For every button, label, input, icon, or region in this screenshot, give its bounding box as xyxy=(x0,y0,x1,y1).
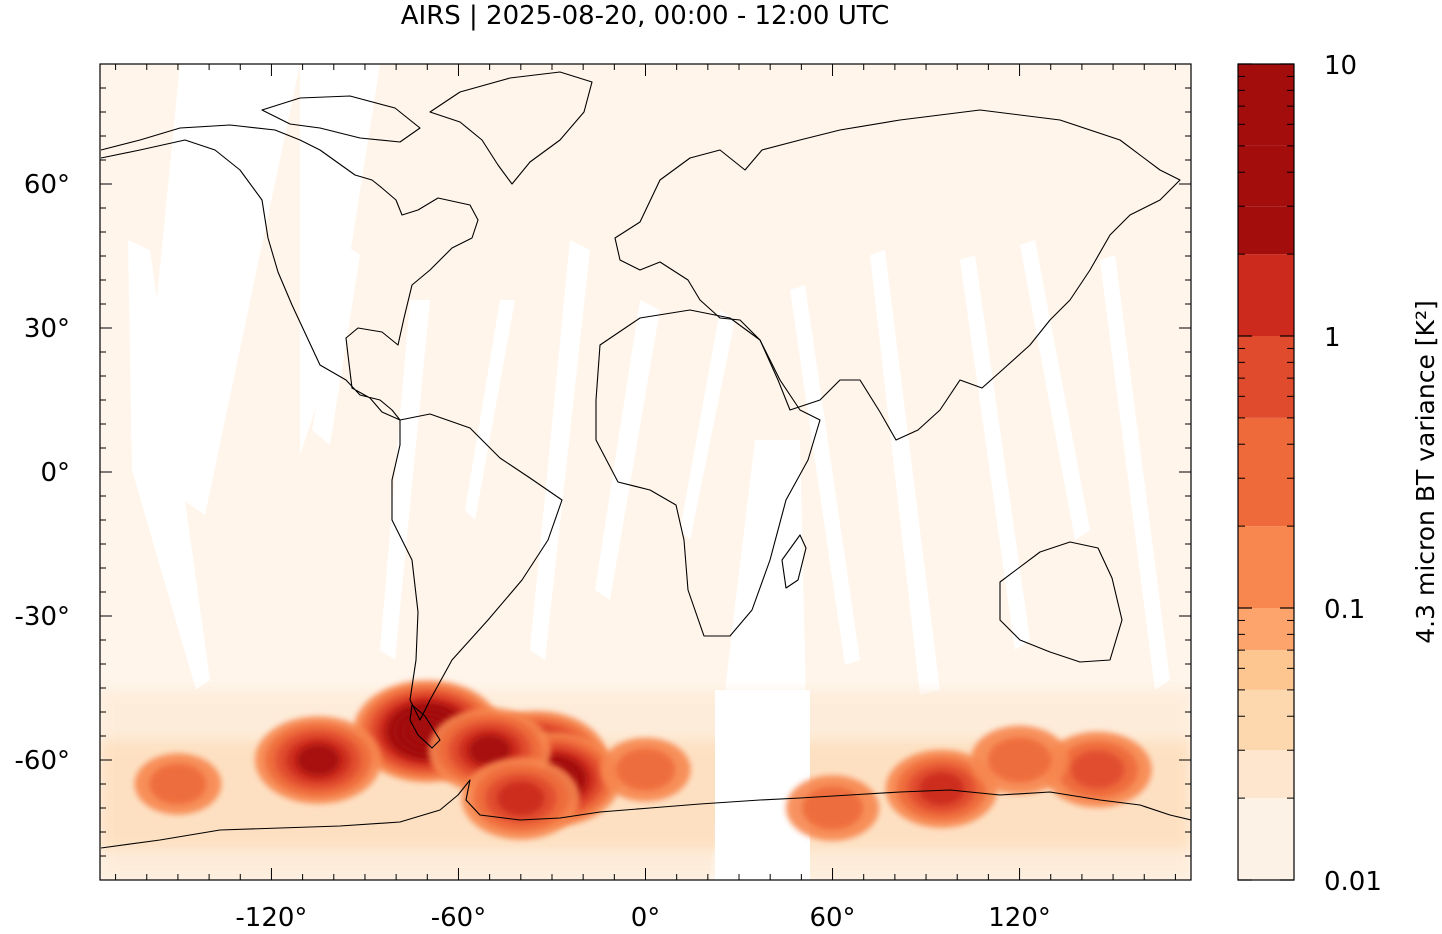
hotspot-mark xyxy=(802,786,863,830)
x-tick-label: 60° xyxy=(809,903,855,930)
swath-gap xyxy=(790,285,860,665)
swath-gap xyxy=(140,64,300,515)
coastline-madagascar xyxy=(781,534,807,589)
colorbar-segment xyxy=(1238,689,1294,751)
hotspot-mark xyxy=(468,735,511,766)
colorbar-tick-label: 0.01 xyxy=(1324,867,1382,897)
coastline-europe-asia xyxy=(614,109,1181,441)
colorbar-label: 4.3 micron BT variance [K²] xyxy=(1411,300,1440,643)
swath-gap xyxy=(1100,255,1170,690)
colorbar-ticks: 10 1 0.1 0.01 xyxy=(1238,51,1382,897)
x-tick-label: 120° xyxy=(988,903,1051,930)
hotspot-mark xyxy=(1070,750,1125,789)
swath-gap xyxy=(960,255,1030,650)
y-tick-label: -60° xyxy=(15,746,70,776)
colorbar-segments xyxy=(1238,64,1294,880)
x-tick-label: -120° xyxy=(235,903,307,930)
swath-gap xyxy=(465,300,515,520)
swath-gap xyxy=(300,64,380,455)
x-tick-label: -60° xyxy=(431,903,486,930)
swath-gap xyxy=(128,240,210,690)
hotspot-mark xyxy=(918,772,965,806)
chart-title: AIRS | 2025-08-20, 00:00 - 12:00 UTC xyxy=(401,1,890,31)
hotspot-mark xyxy=(497,781,545,816)
coastline-antarctica xyxy=(100,779,1191,849)
y-tick-label: -30° xyxy=(15,602,70,632)
map-plot-area xyxy=(100,64,1191,880)
coastline-africa xyxy=(595,309,821,637)
x-tick-label: 0° xyxy=(631,903,661,930)
coastlines xyxy=(100,71,1191,849)
colorbar-segment xyxy=(1238,64,1294,146)
y-tick-label: 60° xyxy=(24,170,70,200)
colorbar-frame xyxy=(1237,63,1295,881)
colorbar-segment xyxy=(1238,254,1294,336)
coastline-south-america xyxy=(391,413,563,721)
colorbar-segment xyxy=(1238,145,1294,207)
colorbar-tick-label: 10 xyxy=(1324,51,1357,81)
colorbar-segment xyxy=(1238,336,1294,418)
colorbar-tick-label: 0.1 xyxy=(1324,595,1365,625)
coastline-tierra-del-fuego xyxy=(409,704,441,749)
swath-gap xyxy=(1020,240,1090,540)
colorbar-segment xyxy=(1238,608,1294,651)
colorbar: 10 1 0.1 0.01 4.3 micron BT variance [K²] xyxy=(1237,51,1440,897)
coastline-greenland xyxy=(429,71,593,185)
variance-hotspots xyxy=(134,680,1152,841)
swath-gap xyxy=(680,310,735,540)
colorbar-segment xyxy=(1238,750,1294,799)
coastline-arctic-islands xyxy=(261,95,421,143)
hotspot-mark xyxy=(149,763,207,805)
hotspot-mark xyxy=(616,748,675,791)
colorbar-segment xyxy=(1238,206,1294,255)
swath-gap xyxy=(380,300,430,660)
colorbar-segment xyxy=(1238,798,1294,880)
hotspot-mark xyxy=(296,744,340,776)
x-axis: -120° -60° 0° 60° 120° xyxy=(115,64,1176,933)
variance-band-gap xyxy=(715,690,810,880)
swath-gap xyxy=(595,300,660,600)
coastline-north-america xyxy=(100,124,479,421)
swath-gap xyxy=(312,245,360,445)
colorbar-segment xyxy=(1238,650,1294,690)
colorbar-tick-label: 1 xyxy=(1324,323,1341,353)
swath-gap xyxy=(870,250,940,695)
colorbar-segment xyxy=(1238,526,1294,608)
coastline-australia xyxy=(999,541,1123,663)
y-tick-label: 30° xyxy=(24,314,70,344)
hotspot-mark xyxy=(987,737,1052,783)
colorbar-segment xyxy=(1238,417,1294,527)
y-tick-label: 0° xyxy=(40,458,70,488)
y-axis: 60° 30° 0° -30° -60° xyxy=(15,63,1191,881)
swath-gap xyxy=(530,240,590,660)
